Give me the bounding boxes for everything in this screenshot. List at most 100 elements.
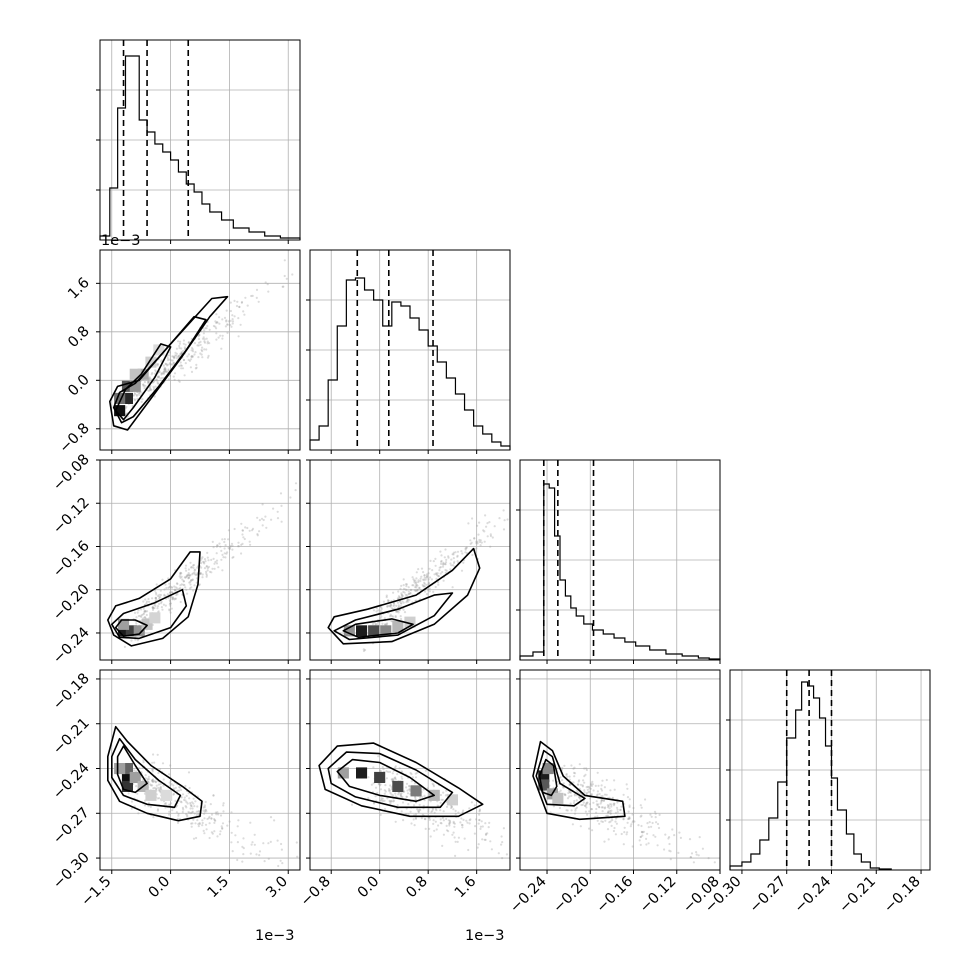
scatter-point	[411, 584, 414, 587]
scatter-point	[561, 766, 564, 769]
scatter-point	[413, 581, 416, 584]
scatter-point	[179, 584, 182, 587]
scatter-point	[417, 568, 420, 571]
scatter-point	[571, 823, 575, 826]
scatter-point	[485, 525, 488, 528]
scatter-point	[170, 363, 173, 366]
scatter-point	[484, 832, 488, 836]
scatter-point	[192, 566, 195, 570]
scatter-point	[641, 834, 644, 837]
scatter-point	[486, 832, 489, 835]
scatter-point	[189, 366, 192, 369]
scatter-point	[615, 822, 619, 825]
scatter-point	[631, 845, 634, 848]
scatter-point	[383, 789, 386, 792]
scatter-point	[163, 593, 166, 597]
scatter-point	[168, 773, 171, 776]
scatter-point	[427, 810, 430, 813]
scatter-point	[578, 763, 581, 766]
scatter-point	[394, 795, 397, 798]
scatter-point	[172, 375, 175, 378]
scatter-point	[162, 371, 165, 374]
scatter-point	[400, 594, 403, 597]
scatter-point	[645, 843, 648, 846]
scatter-point	[627, 810, 630, 813]
scatter-point	[417, 810, 420, 813]
scatter-point	[211, 567, 214, 570]
scatter-point	[197, 825, 200, 828]
scatter-point	[394, 766, 397, 769]
scatter-point	[610, 809, 613, 812]
scatter-point	[246, 304, 249, 307]
scatter-point	[422, 788, 425, 791]
scatter-point	[152, 607, 155, 610]
scatter-point	[177, 814, 180, 817]
scatter-point	[440, 798, 443, 801]
scatter-point	[151, 779, 154, 782]
scatter-point	[389, 615, 392, 618]
scatter-point	[431, 808, 435, 811]
scatter-point	[151, 608, 155, 612]
scatter-point	[413, 579, 416, 582]
scatter-point	[437, 583, 440, 586]
scatter-point	[380, 606, 383, 609]
scatter-point	[400, 593, 403, 596]
scatter-point	[367, 776, 370, 779]
scatter-point	[154, 369, 157, 372]
scatter-point	[642, 830, 646, 833]
scatter-point	[148, 377, 151, 380]
scatter-point	[168, 781, 171, 784]
scatter-point	[424, 590, 427, 593]
scatter-point	[435, 573, 438, 576]
scatter-point	[644, 798, 647, 801]
scatter-point	[169, 611, 172, 614]
scatter-point	[227, 538, 230, 541]
scatter-point	[270, 518, 273, 521]
scatter-point	[138, 391, 141, 394]
x-exponent-label-col1: 1e−3	[465, 928, 505, 944]
scatter-point	[187, 574, 190, 577]
scatter-point	[237, 541, 240, 544]
scatter-point	[208, 570, 212, 573]
scatter-point	[156, 363, 159, 366]
scatter-point	[640, 831, 644, 834]
scatter-point	[435, 809, 438, 812]
scatter-point	[488, 821, 491, 825]
scatter-point	[406, 598, 409, 602]
scatter-point	[402, 590, 405, 594]
scatter-point	[176, 582, 179, 586]
scatter-point	[184, 564, 188, 567]
scatter-point	[221, 569, 224, 572]
scatter-point	[230, 542, 234, 545]
scatter-point	[379, 617, 382, 620]
scatter-point	[217, 566, 220, 569]
scatter-point	[400, 810, 403, 813]
scatter-point	[142, 383, 145, 386]
scatter-point	[172, 793, 175, 796]
scatter-point	[362, 648, 365, 651]
scatter-point	[173, 598, 176, 601]
scatter-point	[413, 804, 416, 807]
scatter-point	[397, 604, 400, 607]
contour-0	[318, 742, 484, 818]
scatter-point	[193, 812, 196, 815]
scatter-point	[596, 804, 599, 807]
scatter-point	[203, 341, 207, 344]
scatter-point	[233, 299, 236, 302]
x-tick-label: −0.12	[637, 874, 680, 917]
scatter-point	[280, 842, 283, 846]
scatter-point	[174, 586, 177, 589]
scatter-point	[147, 600, 151, 603]
scatter-point	[182, 349, 185, 352]
scatter-point	[152, 787, 155, 790]
scatter-point	[432, 819, 435, 822]
scatter-point	[154, 596, 158, 600]
scatter-point	[165, 370, 168, 373]
contour-0	[532, 740, 626, 821]
scatter-point	[506, 518, 509, 521]
scatter-point	[626, 796, 630, 799]
panel-frame	[309, 669, 511, 871]
scatter-point	[585, 802, 588, 805]
scatter-point	[435, 572, 438, 575]
scatter-point	[187, 341, 190, 344]
